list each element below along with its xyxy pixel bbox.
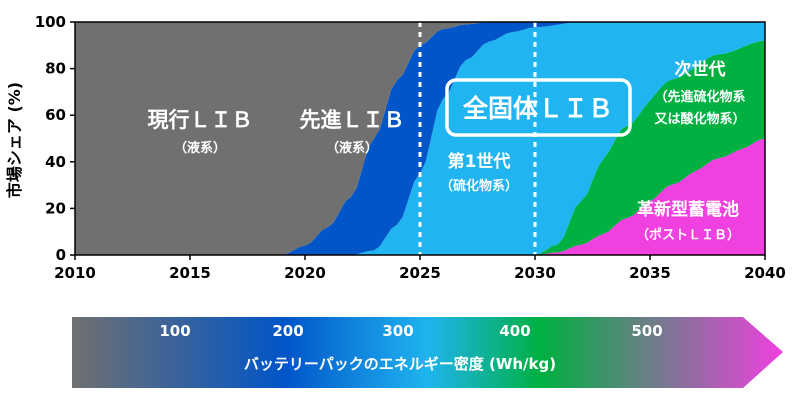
innovative-battery-label: 革新型蓄電池 — [637, 199, 739, 220]
x-tick-label: 2010 — [54, 264, 96, 282]
area-series-3 — [75, 40, 765, 255]
first-gen-sublabel: （硫化物系） — [440, 178, 518, 194]
next-gen-label-group: 次世代 （先進硫化物系 又は酸化物系） — [653, 59, 745, 127]
area-series-1 — [75, 22, 765, 255]
y-tick-label: 40 — [45, 153, 66, 171]
next-gen-sublabel-2: 又は酸化物系） — [653, 111, 745, 127]
advanced-lib-label: 先進ＬＩＢ — [300, 108, 405, 132]
x-tick-label: 2035 — [629, 264, 671, 282]
energy-density-tick-label: 100 — [159, 322, 190, 340]
energy-density-arrow-shape — [72, 317, 783, 388]
year-marker-lines — [418, 22, 537, 255]
x-tick-label: 2015 — [169, 264, 211, 282]
energy-density-ticks: 100 200 300 400 500 — [159, 322, 662, 340]
advanced-lib-label-group: 先進ＬＩＢ （液系） — [300, 108, 405, 156]
advanced-lib-sublabel: （液系） — [326, 140, 378, 156]
x-tick-label: 2025 — [399, 264, 441, 282]
energy-density-tick-label: 200 — [272, 322, 303, 340]
energy-density-tick-label: 300 — [382, 322, 413, 340]
y-axis-ticks: 0 20 40 60 80 100 — [35, 13, 75, 264]
area-series-0 — [75, 22, 765, 255]
x-tick-label: 2030 — [514, 264, 556, 282]
current-lib-label-group: 現行ＬＩＢ （液系） — [148, 108, 253, 156]
y-tick-label: 20 — [45, 199, 66, 217]
first-gen-label-group: 第1世代 （硫化物系） — [440, 151, 518, 194]
energy-density-tick-label: 400 — [499, 322, 530, 340]
x-tick-label: 2040 — [744, 264, 786, 282]
next-gen-sublabel-1: （先進硫化物系 — [654, 89, 745, 105]
all-solid-state-box — [445, 78, 632, 137]
x-tick-label: 2020 — [284, 264, 326, 282]
first-gen-label: 第1世代 — [448, 151, 511, 172]
all-solid-state-label: 全固体ＬＩＢ — [462, 94, 613, 123]
current-lib-label: 現行ＬＩＢ — [148, 108, 253, 132]
energy-density-arrow: 100 200 300 400 500 バッテリーパックのエネルギー密度 (Wh/kg) — [72, 317, 783, 388]
innovative-battery-label-group: 革新型蓄電池 （ポストＬＩＢ） — [636, 199, 740, 243]
y-tick-label: 100 — [35, 13, 66, 31]
innovative-battery-sublabel: （ポストＬＩＢ） — [636, 227, 740, 243]
y-axis-label: 市場シェア (%) — [5, 82, 24, 198]
y-tick-label: 0 — [56, 246, 66, 264]
area-series-4 — [75, 138, 765, 255]
next-gen-label: 次世代 — [675, 59, 726, 80]
y-tick-label: 60 — [45, 106, 66, 124]
all-solid-state-callout: 全固体ＬＩＢ — [445, 78, 632, 137]
energy-density-title: バッテリーパックのエネルギー密度 (Wh/kg) — [244, 355, 556, 373]
current-lib-sublabel: （液系） — [174, 140, 226, 156]
y-tick-label: 80 — [45, 60, 66, 78]
x-axis-ticks: 2010 2015 2020 2025 2030 2035 2040 — [54, 255, 786, 282]
energy-density-tick-label: 500 — [631, 322, 662, 340]
